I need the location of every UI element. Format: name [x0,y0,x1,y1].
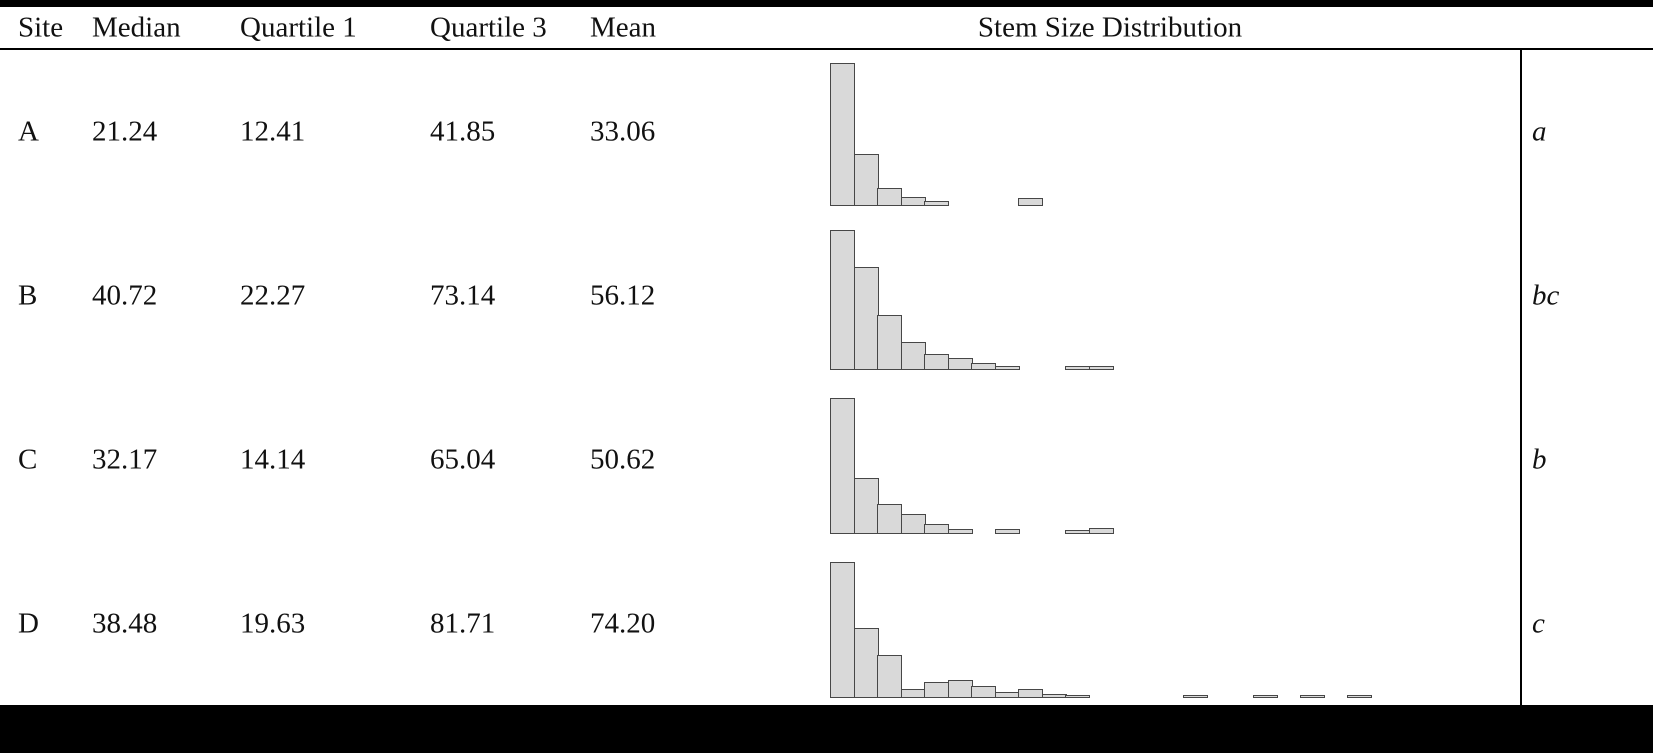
stem-size-histogram [830,58,1043,206]
significance-letter: b [1532,443,1547,476]
quartile3-value: 81.71 [430,607,496,640]
quartile3-value: 73.14 [430,279,496,312]
col-header-median: Median [92,11,181,43]
col-header-stem-size-distribution: Stem Size Distribution [977,11,1243,43]
table-row-site-a: A 21.24 12.41 41.85 33.06 a [0,50,1653,214]
col-header-quartile3: Quartile 3 [430,11,547,43]
quartile1-value: 12.41 [240,115,306,148]
median-value: 40.72 [92,279,158,312]
significance-column-divider [1520,50,1522,705]
table-row-site-d: D 38.48 19.63 81.71 74.20 c [0,542,1653,706]
mean-value: 74.20 [590,607,656,640]
mean-value: 56.12 [590,279,656,312]
table-row-site-c: C 32.17 14.14 65.04 50.62 b [0,378,1653,542]
quartile3-value: 65.04 [430,443,496,476]
significance-letter: a [1532,115,1547,148]
significance-letter: c [1532,607,1545,640]
header-divider-rule [0,48,1653,50]
col-header-site: Site [18,11,64,43]
site-label: C [18,443,38,476]
site-label: B [18,279,38,312]
site-label: A [18,115,39,148]
site-label: D [18,607,39,640]
col-header-mean: Mean [590,11,657,43]
mean-value: 33.06 [590,115,656,148]
median-value: 38.48 [92,607,158,640]
table-bottom-rule [0,705,1653,753]
median-value: 32.17 [92,443,158,476]
quartile3-value: 41.85 [430,115,496,148]
quartile1-value: 19.63 [240,607,306,640]
quartile1-value: 22.27 [240,279,306,312]
table-top-rule [0,0,1653,7]
stem-size-histogram [830,386,1114,534]
mean-value: 50.62 [590,443,656,476]
table-row-site-b: B 40.72 22.27 73.14 56.12 bc [0,214,1653,378]
table-header-row: Site Median Quartile 1 Quartile 3 Mean S… [0,7,1653,48]
stem-size-histogram [830,222,1114,370]
significance-letter: bc [1532,279,1560,312]
stem-size-histogram [830,550,1372,698]
col-header-quartile1: Quartile 1 [240,11,357,43]
quartile1-value: 14.14 [240,443,306,476]
median-value: 21.24 [92,115,158,148]
